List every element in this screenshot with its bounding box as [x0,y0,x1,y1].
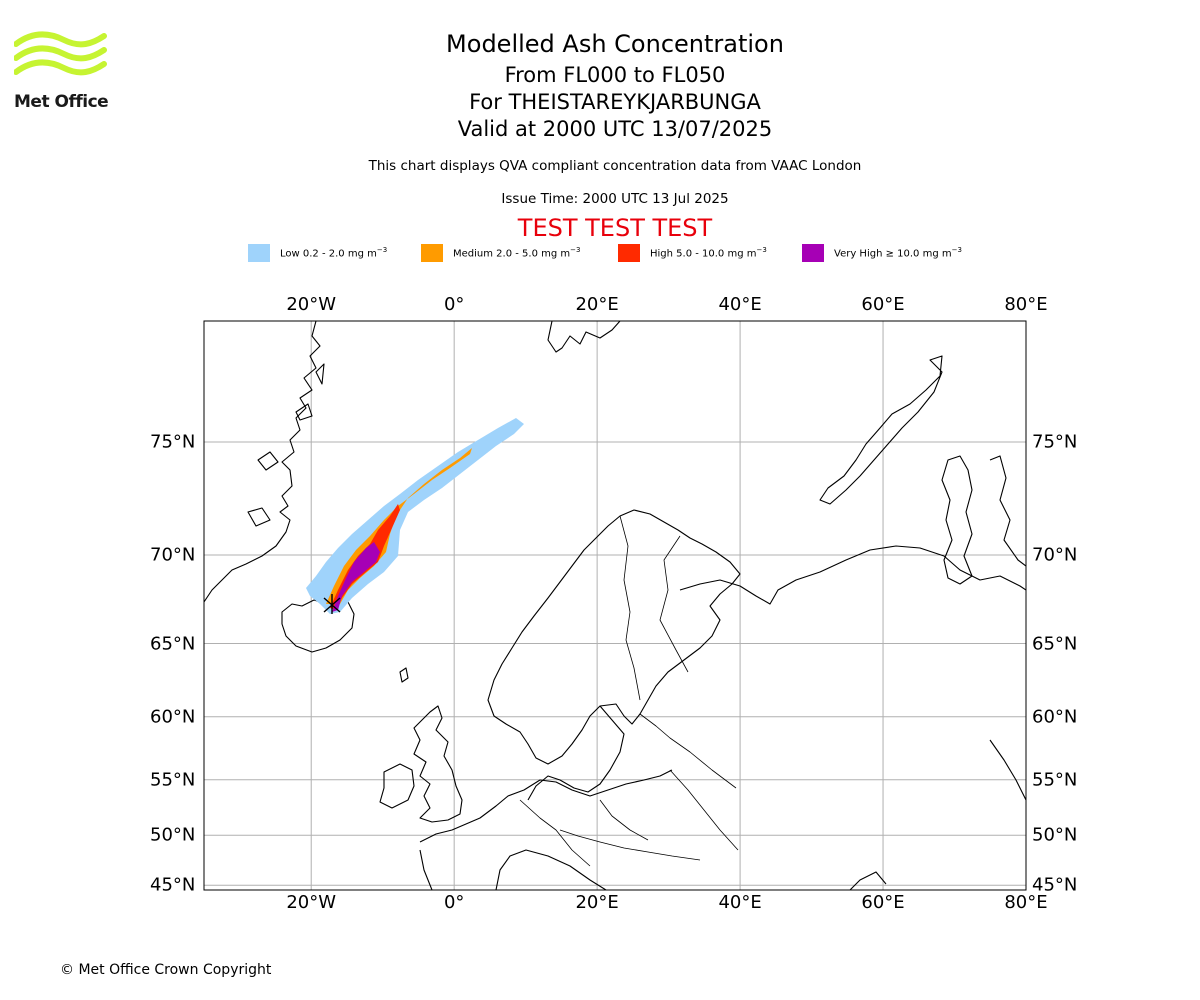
legend-item-high: High 5.0 - 10.0 mg m−3 [618,244,767,262]
coastline-great-britain [413,705,463,823]
coastline-black-sea [849,871,887,890]
legend-label-very-high: Very High ≥ 10.0 mg m [834,248,952,260]
valid-time: Valid at 2000 UTC 13/07/2025 [457,117,773,141]
test-banner: TEST TEST TEST [517,214,713,242]
chart-title: Modelled Ash Concentration [446,30,784,58]
met-office-logo: Met Office [13,30,109,112]
coastline-europe-north [419,769,673,843]
lat-tick-label: 45°N [1032,874,1078,896]
coastline-svalbard [547,321,621,353]
legend-unit-exponent: −3 [951,246,962,255]
lat-tick-label: 50°N [150,824,196,846]
coastline-baltic [527,705,625,801]
coastline-faroes [399,667,409,683]
lon-tick-label: 20°E [575,294,619,315]
lat-tick-label: 45°N [150,874,196,896]
legend-label-medium: Medium 2.0 - 5.0 mg m [453,248,571,260]
lon-tick-label: 60°E [861,294,905,315]
lon-tick-label: 80°E [1004,294,1048,315]
lat-tick-label: 65°N [1032,633,1078,654]
lon-tick-label: 80°E [1004,892,1048,913]
copyright-notice: © Met Office Crown Copyright [60,962,272,978]
legend-swatch-medium [421,244,443,262]
lon-tick-label: 20°W [286,294,337,315]
lat-tick-label: 75°N [150,431,196,453]
coastline-greenland-fjords [247,363,325,527]
lon-tick-label: 0° [443,892,465,913]
legend-item-low: Low 0.2 - 2.0 mg m−3 [248,244,387,262]
coastline-ireland [379,763,415,809]
coastline-kola-white-sea [679,545,1026,605]
lat-tick-label: 70°N [1032,544,1078,566]
coastline-iceland [281,597,355,653]
lat-tick-label: 60°N [1032,706,1078,728]
flight-level-range: From FL000 to FL050 [504,63,726,87]
coastline-greenland [204,321,321,603]
lon-tick-label: 20°E [575,892,619,913]
chart-subtitle: This chart displays QVA compliant concen… [368,158,862,174]
logo-text: Met Office [14,92,109,112]
coastline-scandinavia [487,509,741,765]
coastline-yamal [941,455,973,585]
legend-swatch-high [618,244,640,262]
lat-tick-label: 55°N [150,769,196,791]
legend-swatch-very-high [802,244,824,262]
lat-tick-label: 55°N [1032,769,1078,791]
legend-item-medium: Medium 2.0 - 5.0 mg m−3 [421,244,580,262]
lat-tick-label: 70°N [150,544,196,566]
lon-tick-label: 60°E [861,892,905,913]
country-borders [519,515,739,867]
lat-tick-label: 50°N [1032,824,1078,846]
met-office-waves-icon [13,31,107,76]
legend-label-low: Low 0.2 - 2.0 mg m [280,248,377,260]
map-frame [203,320,1027,891]
volcano-marker-icon [323,594,341,614]
legend-unit-exponent: −3 [376,246,388,255]
legend-swatch-low [248,244,270,262]
legend-label-high: High 5.0 - 10.0 mg m [650,248,757,260]
issue-time: Issue Time: 2000 UTC 13 Jul 2025 [501,191,729,207]
coastline-europe-interior [419,849,607,890]
volcano-name: For THEISTAREYKJARBUNGA [469,90,761,114]
legend-unit-exponent: −3 [570,246,581,255]
ash-plume [306,418,524,614]
coastline-taymyr [989,455,1026,567]
lat-tick-label: 65°N [150,633,196,654]
legend-unit-exponent: −3 [756,246,767,255]
lon-tick-label: 40°E [718,892,762,913]
lon-tick-label: 20°W [286,892,337,913]
coastline-novaya-zemlya [819,355,943,505]
coastlines [204,321,1026,890]
lon-tick-label: 0° [443,294,465,315]
coastline-caspian [989,739,1026,801]
lat-tick-label: 75°N [1032,431,1078,453]
lat-tick-label: 60°N [150,706,196,728]
lon-tick-label: 40°E [718,294,762,315]
ash-plume-very-high [332,542,380,612]
legend-item-very-high: Very High ≥ 10.0 mg m−3 [802,244,962,262]
